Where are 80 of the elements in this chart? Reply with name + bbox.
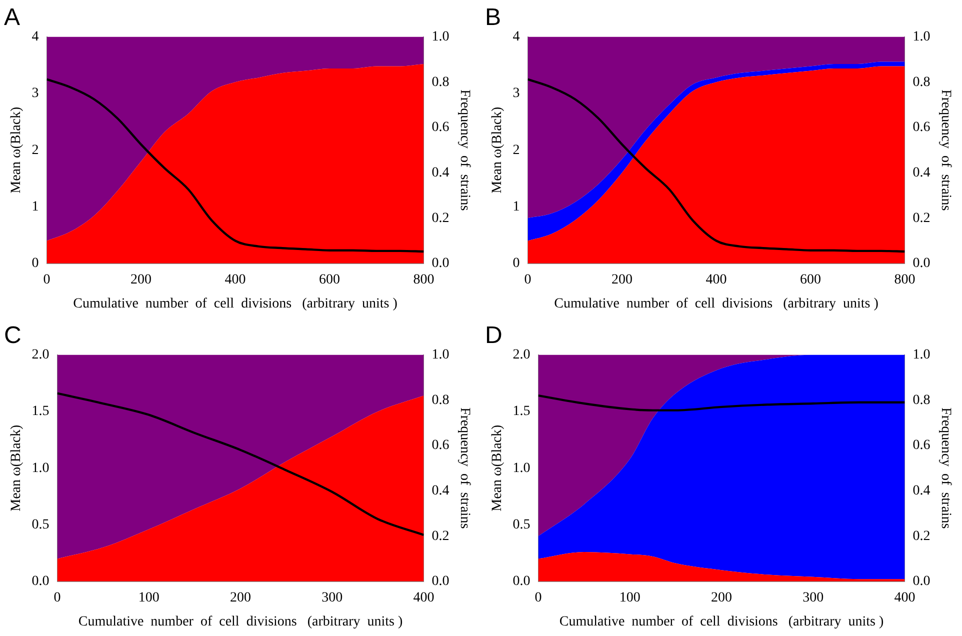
x-tick-label: 100 — [619, 590, 640, 606]
y-tick-label: 0.5 — [32, 517, 50, 532]
y2-tick-label: 0.4 — [912, 165, 930, 180]
y2-tick-label: 0.4 — [432, 165, 450, 180]
y-tick-label: 1 — [512, 199, 520, 214]
x-tick-label: 400 — [413, 590, 434, 606]
y2-tick-label: 0.2 — [432, 210, 450, 226]
y-axis-title: Mean ω(Black) — [490, 106, 506, 194]
chart-title: A — [4, 4, 20, 32]
y2-tick-label: 1.0 — [432, 29, 450, 44]
y2-axis-title: Frequency of strains — [938, 407, 953, 529]
x-axis-title: Cumulative number of cell divisions (arbitrary units ) — [554, 296, 879, 312]
y2-tick-label: 0.4 — [432, 483, 450, 498]
chart-title: C — [4, 322, 22, 350]
x-tick-label: 0 — [54, 590, 61, 606]
y2-tick-label: 0.6 — [432, 120, 450, 136]
y2-tick-label: 0.8 — [912, 392, 930, 408]
y-tick-label: 0.0 — [32, 574, 50, 590]
y2-tick-label: 0.8 — [912, 74, 930, 90]
x-tick-label: 400 — [224, 272, 246, 288]
y-axis-title: Mean ω(Black) — [9, 424, 24, 512]
x-tick-label: 100 — [138, 590, 160, 606]
x-tick-label: 200 — [612, 272, 633, 288]
x-tick-label: 800 — [413, 272, 434, 288]
x-tick-label: 300 — [802, 590, 824, 606]
y2-tick-label: 1.0 — [912, 29, 930, 44]
y2-tick-label: 0.2 — [912, 210, 930, 226]
x-tick-label: 600 — [800, 272, 821, 288]
y2-tick-label: 1.0 — [432, 347, 450, 362]
x-tick-label: 200 — [711, 590, 732, 606]
y-tick-label: 2.0 — [512, 347, 530, 362]
y2-tick-label: 0.6 — [912, 438, 930, 454]
y-tick-label: 3 — [512, 86, 520, 102]
x-tick-label: 200 — [230, 590, 251, 606]
y-tick-label: 0.5 — [512, 517, 530, 532]
y2-tick-label: 0.8 — [432, 74, 450, 90]
x-tick-label: 200 — [130, 272, 152, 288]
x-axis-title: Cumulative number of cell divisions (arbitrary units ) — [73, 296, 398, 312]
chart-title: B — [485, 4, 502, 32]
chart-title: D — [485, 322, 502, 350]
y-tick-label: 2 — [512, 142, 520, 158]
line-series — [538, 394, 905, 412]
y2-tick-label: 0.2 — [912, 528, 930, 544]
y-tick-label: 1.0 — [512, 460, 530, 476]
y-tick-label: 0 — [32, 256, 39, 272]
y-tick-label: 2.0 — [32, 347, 50, 362]
y-tick-label: 1.0 — [32, 460, 50, 476]
y-axis-title: Mean ω(Black) — [9, 106, 24, 194]
y-axis-title: Mean ω(Black) — [490, 424, 506, 512]
y2-tick-label: 1.0 — [912, 347, 930, 362]
x-tick-label: 400 — [894, 590, 916, 606]
y2-tick-label: 0.0 — [912, 574, 930, 590]
y-tick-label: 1 — [32, 199, 39, 214]
y-tick-label: 1.5 — [32, 404, 50, 420]
x-tick-label: 0 — [534, 590, 542, 606]
y-tick-label: 2 — [32, 142, 39, 158]
x-tick-label: 800 — [894, 272, 916, 288]
y2-axis-title: Frequency of strains — [456, 89, 472, 211]
x-tick-label: 600 — [318, 272, 340, 288]
x-axis-title: Cumulative number of cell divisions (arbitrary units ) — [559, 614, 884, 630]
y2-tick-label: 0.4 — [912, 483, 930, 498]
y2-tick-label: 0.6 — [432, 438, 450, 454]
y-tick-label: 4 — [512, 29, 520, 44]
y-tick-label: 0.0 — [512, 574, 530, 590]
x-tick-label: 300 — [322, 590, 343, 606]
y2-tick-label: 0.0 — [912, 256, 930, 272]
y-tick-label: 4 — [32, 29, 39, 44]
y2-tick-label: 0.2 — [432, 528, 450, 544]
y2-tick-label: 0.0 — [432, 256, 450, 272]
x-axis-title: Cumulative number of cell divisions (arbitrary units ) — [78, 614, 403, 630]
y-tick-label: 3 — [32, 86, 39, 102]
y-tick-label: 0 — [512, 256, 520, 272]
y2-axis-title: Frequency of strains — [456, 407, 472, 529]
line-series — [57, 392, 424, 536]
x-tick-label: 400 — [706, 272, 727, 288]
y-tick-label: 1.5 — [512, 404, 530, 420]
y2-axis-title: Frequency of strains — [938, 89, 953, 211]
y2-tick-label: 0.6 — [912, 120, 930, 136]
y2-tick-label: 0.0 — [432, 574, 450, 590]
y2-tick-label: 0.8 — [432, 392, 450, 408]
